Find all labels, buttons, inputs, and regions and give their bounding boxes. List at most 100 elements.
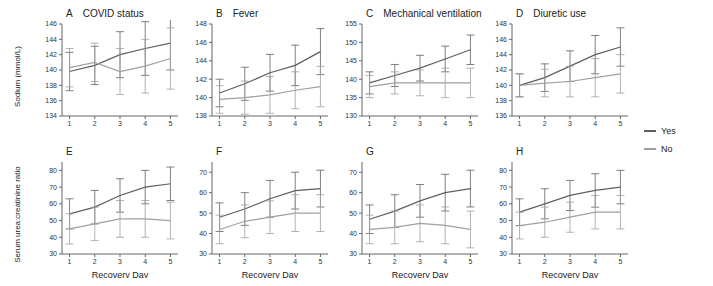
svg-text:148: 148 [195,20,207,27]
svg-text:1: 1 [68,120,72,127]
svg-text:148: 148 [495,20,507,27]
svg-text:70: 70 [499,184,507,191]
html-text:Diuretic use: Diuretic use [533,8,586,19]
svg-text:5: 5 [168,258,172,265]
svg-text:5: 5 [318,258,322,265]
svg-text:138: 138 [45,82,57,89]
svg-text:4: 4 [143,258,147,265]
svg-text:1: 1 [518,120,522,127]
svg-text:40: 40 [49,234,57,241]
html-text:Yes: Yes [661,126,676,136]
svg-text:70: 70 [49,184,57,191]
svg-text:144: 144 [495,51,507,58]
svg-text:5: 5 [468,258,472,265]
svg-text:144: 144 [195,57,207,64]
svg-text:3: 3 [418,258,422,265]
svg-text:3: 3 [268,258,272,265]
svg-text:140: 140 [495,82,507,89]
svg-text:70: 70 [349,169,357,176]
svg-text:145: 145 [345,57,357,64]
svg-text:60: 60 [349,189,357,196]
svg-text:1: 1 [218,258,222,265]
svg-text:80: 80 [499,167,507,174]
svg-text:130: 130 [345,112,357,119]
svg-text:142: 142 [195,76,207,83]
svg-text:4: 4 [593,258,597,265]
svg-text:1: 1 [368,120,372,127]
svg-text:50: 50 [49,217,57,224]
svg-text:30: 30 [349,250,357,257]
svg-text:30: 30 [199,250,207,257]
svg-text:4: 4 [443,258,447,265]
svg-text:3: 3 [568,120,572,127]
svg-text:30: 30 [49,250,57,257]
svg-text:5: 5 [168,120,172,127]
svg-text:80: 80 [49,167,57,174]
svg-text:1: 1 [218,120,222,127]
svg-text:40: 40 [349,230,357,237]
html-text:Sodium (mmol/L): Sodium (mmol/L) [12,46,22,107]
svg-text:40: 40 [499,234,507,241]
svg-text:2: 2 [93,120,97,127]
html-text:COVID status: COVID status [82,8,144,19]
svg-text:140: 140 [345,76,357,83]
svg-text:60: 60 [499,200,507,207]
svg-text:40: 40 [199,230,207,237]
svg-text:5: 5 [318,120,322,127]
svg-text:5: 5 [618,258,622,265]
svg-text:1: 1 [368,258,372,265]
svg-text:1: 1 [68,258,72,265]
svg-text:138: 138 [495,97,507,104]
svg-text:4: 4 [593,120,597,127]
svg-text:4: 4 [293,258,297,265]
svg-text:50: 50 [349,210,357,217]
svg-text:1: 1 [518,258,522,265]
svg-text:142: 142 [495,66,507,73]
html-text:Mechanical ventilation: Mechanical ventilation [383,8,482,19]
svg-text:4: 4 [443,120,447,127]
svg-text:3: 3 [118,120,122,127]
svg-text:140: 140 [195,94,207,101]
svg-text:146: 146 [45,20,57,27]
svg-text:134: 134 [45,112,57,119]
html-text:Serum urea:creatinine ratio: Serum urea:creatinine ratio [12,166,22,263]
svg-text:136: 136 [45,97,57,104]
svg-text:150: 150 [345,39,357,46]
html-text:Recovery Day: Recovery Day [91,270,149,280]
svg-text:70: 70 [199,169,207,176]
svg-text:4: 4 [293,120,297,127]
svg-text:5: 5 [618,120,622,127]
svg-text:142: 142 [45,51,57,58]
html-text:No: No [661,144,673,154]
html-text:Recovery Day: Recovery Day [391,270,449,280]
svg-text:2: 2 [393,258,397,265]
svg-text:2: 2 [543,120,547,127]
svg-text:135: 135 [345,94,357,101]
svg-text:140: 140 [45,66,57,73]
html-text:Fever: Fever [232,8,259,19]
svg-text:144: 144 [45,36,57,43]
html-text:Recovery Day: Recovery Day [541,270,599,280]
svg-text:136: 136 [495,112,507,119]
svg-text:3: 3 [568,258,572,265]
svg-text:3: 3 [418,120,422,127]
svg-text:60: 60 [199,189,207,196]
svg-text:3: 3 [268,120,272,127]
svg-text:50: 50 [199,210,207,217]
svg-text:2: 2 [393,120,397,127]
svg-text:3: 3 [118,258,122,265]
svg-text:146: 146 [495,36,507,43]
svg-text:2: 2 [543,258,547,265]
svg-text:2: 2 [93,258,97,265]
svg-text:60: 60 [49,200,57,207]
svg-text:30: 30 [499,250,507,257]
svg-text:4: 4 [143,120,147,127]
html-text:Recovery Day: Recovery Day [241,270,299,280]
svg-text:5: 5 [468,120,472,127]
svg-text:155: 155 [345,20,357,27]
svg-text:138: 138 [195,112,207,119]
svg-text:146: 146 [195,39,207,46]
svg-text:2: 2 [243,258,247,265]
svg-text:50: 50 [499,217,507,224]
svg-text:2: 2 [243,120,247,127]
